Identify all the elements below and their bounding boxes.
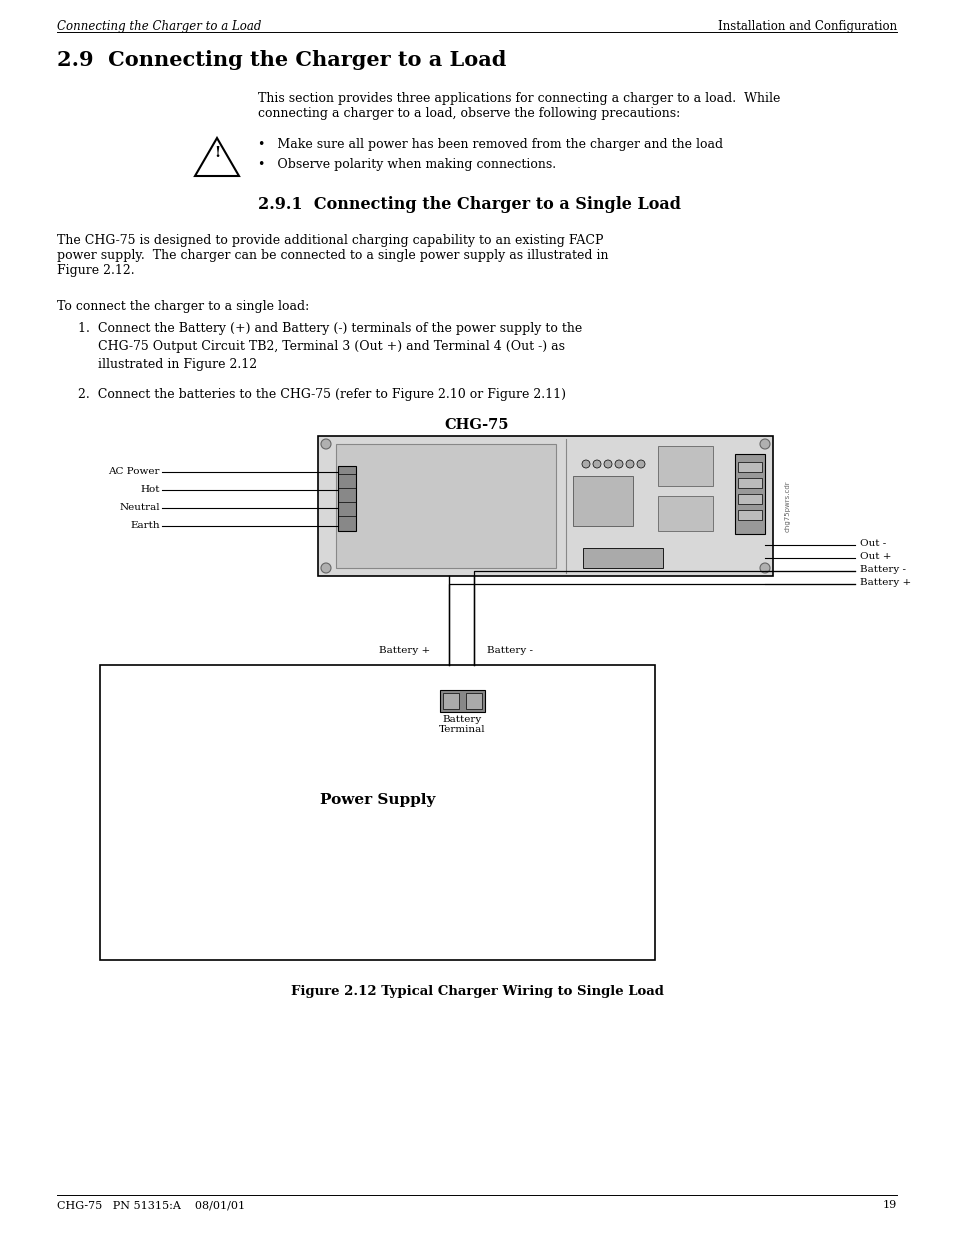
Text: AC Power: AC Power: [109, 468, 160, 477]
Text: chg75pwrs.cdr: chg75pwrs.cdr: [784, 480, 790, 532]
Bar: [335, 445, 556, 568]
Text: CHG-75: CHG-75: [444, 417, 509, 432]
Text: Out +: Out +: [859, 552, 890, 561]
Text: Earth: Earth: [131, 521, 160, 531]
Bar: [442, 693, 458, 709]
Bar: [573, 475, 633, 526]
Text: •   Make sure all power has been removed from the charger and the load: • Make sure all power has been removed f…: [257, 138, 722, 151]
Text: Power Supply: Power Supply: [320, 793, 436, 806]
Circle shape: [615, 459, 622, 468]
Text: illustrated in Figure 2.12: illustrated in Figure 2.12: [78, 358, 257, 370]
Bar: [582, 548, 662, 568]
Circle shape: [760, 563, 769, 573]
Text: Battery -: Battery -: [486, 646, 533, 655]
Text: 2.  Connect the batteries to the CHG-75 (refer to Figure 2.10 or Figure 2.11): 2. Connect the batteries to the CHG-75 (…: [78, 388, 565, 401]
Text: 2.9.1  Connecting the Charger to a Single Load: 2.9.1 Connecting the Charger to a Single…: [257, 196, 680, 212]
Text: To connect the charger to a single load:: To connect the charger to a single load:: [57, 300, 309, 312]
Bar: [465, 693, 481, 709]
Bar: [658, 446, 712, 487]
Text: Installation and Configuration: Installation and Configuration: [717, 20, 896, 33]
Circle shape: [760, 438, 769, 450]
Text: 1.  Connect the Battery (+) and Battery (-) terminals of the power supply to the: 1. Connect the Battery (+) and Battery (…: [78, 322, 581, 335]
Text: Neutral: Neutral: [119, 504, 160, 513]
Circle shape: [637, 459, 644, 468]
Bar: [658, 496, 712, 531]
Text: Battery
Terminal: Battery Terminal: [438, 715, 485, 735]
Circle shape: [581, 459, 589, 468]
Text: Battery -: Battery -: [859, 564, 905, 574]
Text: 2.9  Connecting the Charger to a Load: 2.9 Connecting the Charger to a Load: [57, 49, 506, 70]
Bar: [738, 494, 761, 504]
Bar: [317, 436, 772, 576]
Text: Battery +: Battery +: [378, 646, 430, 655]
Polygon shape: [194, 138, 239, 177]
Bar: [439, 690, 484, 713]
Bar: [738, 478, 761, 488]
Bar: [100, 664, 655, 960]
Circle shape: [593, 459, 600, 468]
Circle shape: [320, 438, 331, 450]
Text: Figure 2.12 Typical Charger Wiring to Single Load: Figure 2.12 Typical Charger Wiring to Si…: [291, 986, 662, 998]
Text: •   Observe polarity when making connections.: • Observe polarity when making connectio…: [257, 158, 556, 170]
Text: Hot: Hot: [140, 485, 160, 494]
Text: Connecting the Charger to a Load: Connecting the Charger to a Load: [57, 20, 261, 33]
Text: 19: 19: [882, 1200, 896, 1210]
Text: CHG-75 Output Circuit TB2, Terminal 3 (Out +) and Terminal 4 (Out -) as: CHG-75 Output Circuit TB2, Terminal 3 (O…: [78, 340, 564, 353]
Bar: [337, 466, 355, 531]
Bar: [734, 454, 764, 534]
Circle shape: [320, 563, 331, 573]
Text: Out -: Out -: [859, 538, 885, 548]
Bar: [738, 462, 761, 472]
Bar: [738, 510, 761, 520]
Text: This section provides three applications for connecting a charger to a load.  Wh: This section provides three applications…: [257, 91, 780, 120]
Text: The CHG-75 is designed to provide additional charging capability to an existing : The CHG-75 is designed to provide additi…: [57, 233, 608, 277]
Text: Battery +: Battery +: [859, 578, 910, 587]
Circle shape: [625, 459, 634, 468]
Circle shape: [603, 459, 612, 468]
Text: !: !: [213, 146, 220, 161]
Text: CHG-75   PN 51315:A    08/01/01: CHG-75 PN 51315:A 08/01/01: [57, 1200, 245, 1210]
